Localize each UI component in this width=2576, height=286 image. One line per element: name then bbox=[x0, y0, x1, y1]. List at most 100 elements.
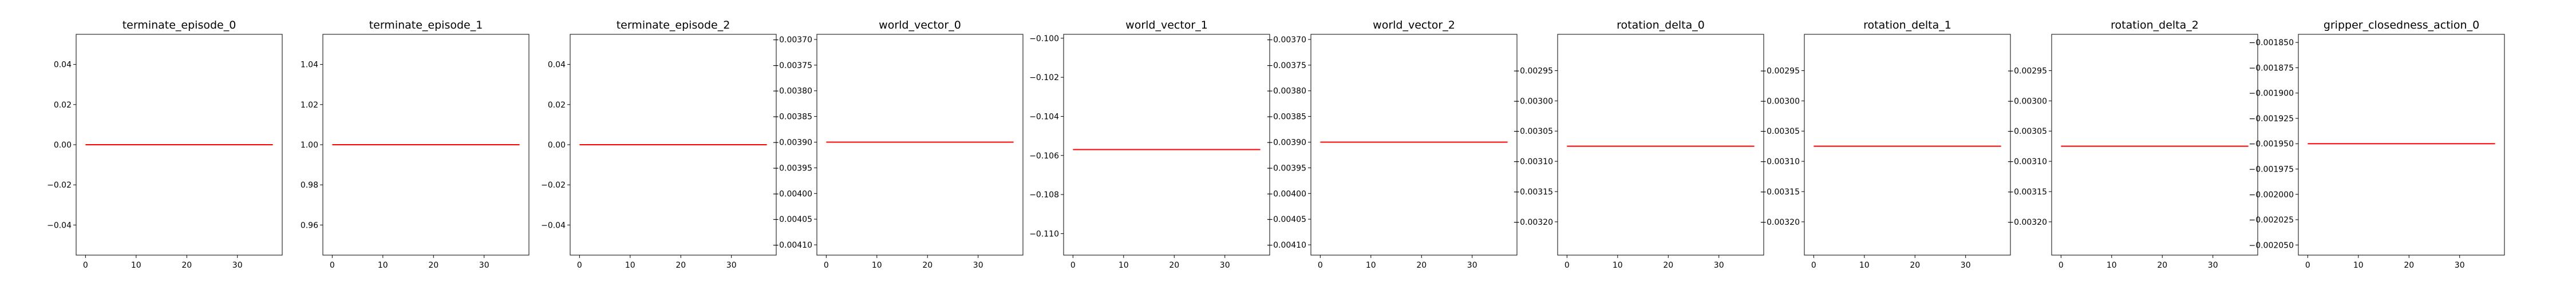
x-tick-label: 30 bbox=[1961, 261, 1971, 270]
subplot-9: gripper_closedness_action_0 0 10 20 30 −0.001… bbox=[2249, 19, 2505, 270]
y-tick-label: −0.001850 bbox=[2249, 38, 2294, 47]
y-tick-label: −0.02 bbox=[47, 181, 72, 190]
x-tick-label: 20 bbox=[1663, 261, 1673, 270]
subplot-4: world_vector_1 0 10 20 30 −0.100 −0.102 −0.104 −… bbox=[1029, 19, 1270, 270]
y-tick-label: 0.00 bbox=[54, 141, 72, 150]
subplot-3: world_vector_0 0 10 20 30 −0.00370 −0.00375 −0.… bbox=[772, 19, 1024, 270]
x-tick-label: 0 bbox=[2305, 261, 2310, 270]
y-tick-label: 0.04 bbox=[54, 61, 72, 70]
y-tick-label: −0.00300 bbox=[1513, 97, 1553, 106]
y-tick-label: 0.00 bbox=[548, 141, 566, 150]
y-tick-label: −0.00400 bbox=[772, 189, 812, 198]
y-tick-label: −0.04 bbox=[47, 221, 72, 230]
x-tick-label: 20 bbox=[1169, 261, 1179, 270]
y-tick-label: −0.100 bbox=[1029, 34, 1059, 43]
x-tick-label: 10 bbox=[872, 261, 882, 270]
y-tick-label: 1.00 bbox=[301, 141, 318, 150]
x-tick-label: 30 bbox=[1714, 261, 1724, 270]
x-tick-label: 0 bbox=[2059, 261, 2064, 270]
y-tick-label: −0.00410 bbox=[772, 241, 812, 250]
y-tick-label: 0.02 bbox=[548, 101, 566, 110]
y-tick-label: −0.00405 bbox=[772, 215, 812, 224]
x-tick-label: 0 bbox=[83, 261, 88, 270]
chart-title: rotation_delta_0 bbox=[1617, 19, 1705, 31]
x-tick-label: 20 bbox=[922, 261, 933, 270]
y-tick-label: −0.001950 bbox=[2249, 140, 2294, 149]
axes-frame bbox=[1557, 34, 1764, 256]
x-tick-label: 0 bbox=[1070, 261, 1076, 270]
x-tick-label: 10 bbox=[1859, 261, 1870, 270]
y-tick-label: −0.102 bbox=[1029, 73, 1059, 82]
subplot-5: world_vector_2 0 10 20 30 −0.00370 −0.00375 −0.… bbox=[1266, 19, 1518, 270]
chart-title: world_vector_2 bbox=[1373, 19, 1455, 31]
x-tick-label: 10 bbox=[2353, 261, 2364, 270]
x-tick-label: 30 bbox=[973, 261, 983, 270]
y-tick-label: −0.00305 bbox=[1760, 127, 1800, 136]
y-tick-label: −0.00410 bbox=[1266, 241, 1306, 250]
y-tick-label: −0.106 bbox=[1029, 152, 1059, 161]
x-tick-label: 20 bbox=[181, 261, 192, 270]
y-tick-label: −0.00390 bbox=[1266, 138, 1306, 148]
y-tick-label: −0.00380 bbox=[1266, 87, 1306, 96]
y-tick-label: −0.00315 bbox=[2007, 188, 2047, 197]
axes-frame bbox=[816, 34, 1024, 256]
chart-title: gripper_closedness_action_0 bbox=[2324, 19, 2479, 31]
y-tick-label: −0.00400 bbox=[1266, 189, 1306, 198]
y-tick-label: −0.001900 bbox=[2249, 89, 2294, 98]
x-tick-label: 0 bbox=[1318, 261, 1323, 270]
y-tick-label: −0.00310 bbox=[1760, 157, 1800, 166]
y-tick-label: −0.002025 bbox=[2249, 216, 2294, 225]
subplot-8: rotation_delta_2 0 10 20 30 −0.00295 −0.00300 −… bbox=[2007, 19, 2258, 270]
subplot-7: rotation_delta_1 0 10 20 30 −0.00295 −0.00300 −… bbox=[1760, 19, 2011, 270]
x-tick-label: 30 bbox=[479, 261, 489, 270]
y-tick-label: −0.00405 bbox=[1266, 215, 1306, 224]
x-tick-label: 0 bbox=[824, 261, 829, 270]
y-tick-label: −0.00390 bbox=[772, 138, 812, 148]
chart-title: rotation_delta_2 bbox=[2111, 19, 2199, 31]
chart-title: terminate_episode_1 bbox=[369, 19, 483, 31]
y-tick-label: −0.001875 bbox=[2249, 63, 2294, 73]
y-tick-label: −0.00300 bbox=[2007, 97, 2047, 106]
y-tick-label: −0.001925 bbox=[2249, 114, 2294, 124]
y-tick-label: −0.00320 bbox=[2007, 218, 2047, 227]
chart-title: world_vector_0 bbox=[879, 19, 961, 31]
y-tick-label: −0.00315 bbox=[1513, 188, 1553, 197]
y-tick-label: 0.02 bbox=[54, 101, 72, 110]
x-tick-label: 20 bbox=[2404, 261, 2414, 270]
y-tick-label: −0.00375 bbox=[772, 61, 812, 70]
x-tick-label: 10 bbox=[131, 261, 141, 270]
chart-title: terminate_episode_2 bbox=[617, 19, 730, 31]
y-tick-label: −0.00305 bbox=[1513, 127, 1553, 136]
x-tick-label: 10 bbox=[1119, 261, 1129, 270]
y-tick-label: −0.00320 bbox=[1760, 218, 1800, 227]
subplot-1: terminate_episode_1 0 10 20 30 1.04 1.02 1.00 0.… bbox=[301, 19, 530, 270]
y-tick-label: −0.104 bbox=[1029, 112, 1059, 121]
x-tick-label: 20 bbox=[2157, 261, 2167, 270]
y-tick-label: −0.00295 bbox=[1513, 66, 1553, 76]
y-tick-label: 1.04 bbox=[301, 61, 318, 70]
axes-frame bbox=[1063, 34, 1270, 256]
x-tick-label: 10 bbox=[1366, 261, 1376, 270]
subplot-6: rotation_delta_0 0 10 20 30 −0.00295 −0.00300 −… bbox=[1513, 19, 1764, 270]
axes-frame bbox=[2051, 34, 2258, 256]
subplot-0: terminate_episode_0 0 10 20 30 0.04 0.02 0.00 −0… bbox=[47, 19, 283, 270]
y-tick-label: −0.00320 bbox=[1513, 218, 1553, 227]
y-tick-label: −0.00295 bbox=[2007, 66, 2047, 76]
x-tick-label: 30 bbox=[2455, 261, 2465, 270]
chart-title: terminate_episode_0 bbox=[123, 19, 236, 31]
y-tick-label: −0.002000 bbox=[2249, 190, 2294, 200]
y-tick-label: 0.98 bbox=[301, 181, 318, 190]
y-tick-label: −0.00295 bbox=[1760, 66, 1800, 76]
y-tick-label: 1.02 bbox=[301, 101, 318, 110]
x-tick-label: 30 bbox=[1220, 261, 1230, 270]
x-tick-label: 10 bbox=[2107, 261, 2117, 270]
y-tick-label: −0.00370 bbox=[772, 35, 812, 45]
x-tick-label: 0 bbox=[1564, 261, 1570, 270]
x-tick-label: 20 bbox=[675, 261, 686, 270]
x-tick-label: 30 bbox=[2208, 261, 2218, 270]
y-tick-label: −0.110 bbox=[1029, 229, 1059, 239]
y-tick-label: −0.00370 bbox=[1266, 35, 1306, 45]
x-tick-label: 30 bbox=[232, 261, 243, 270]
y-tick-label: −0.002050 bbox=[2249, 241, 2294, 250]
